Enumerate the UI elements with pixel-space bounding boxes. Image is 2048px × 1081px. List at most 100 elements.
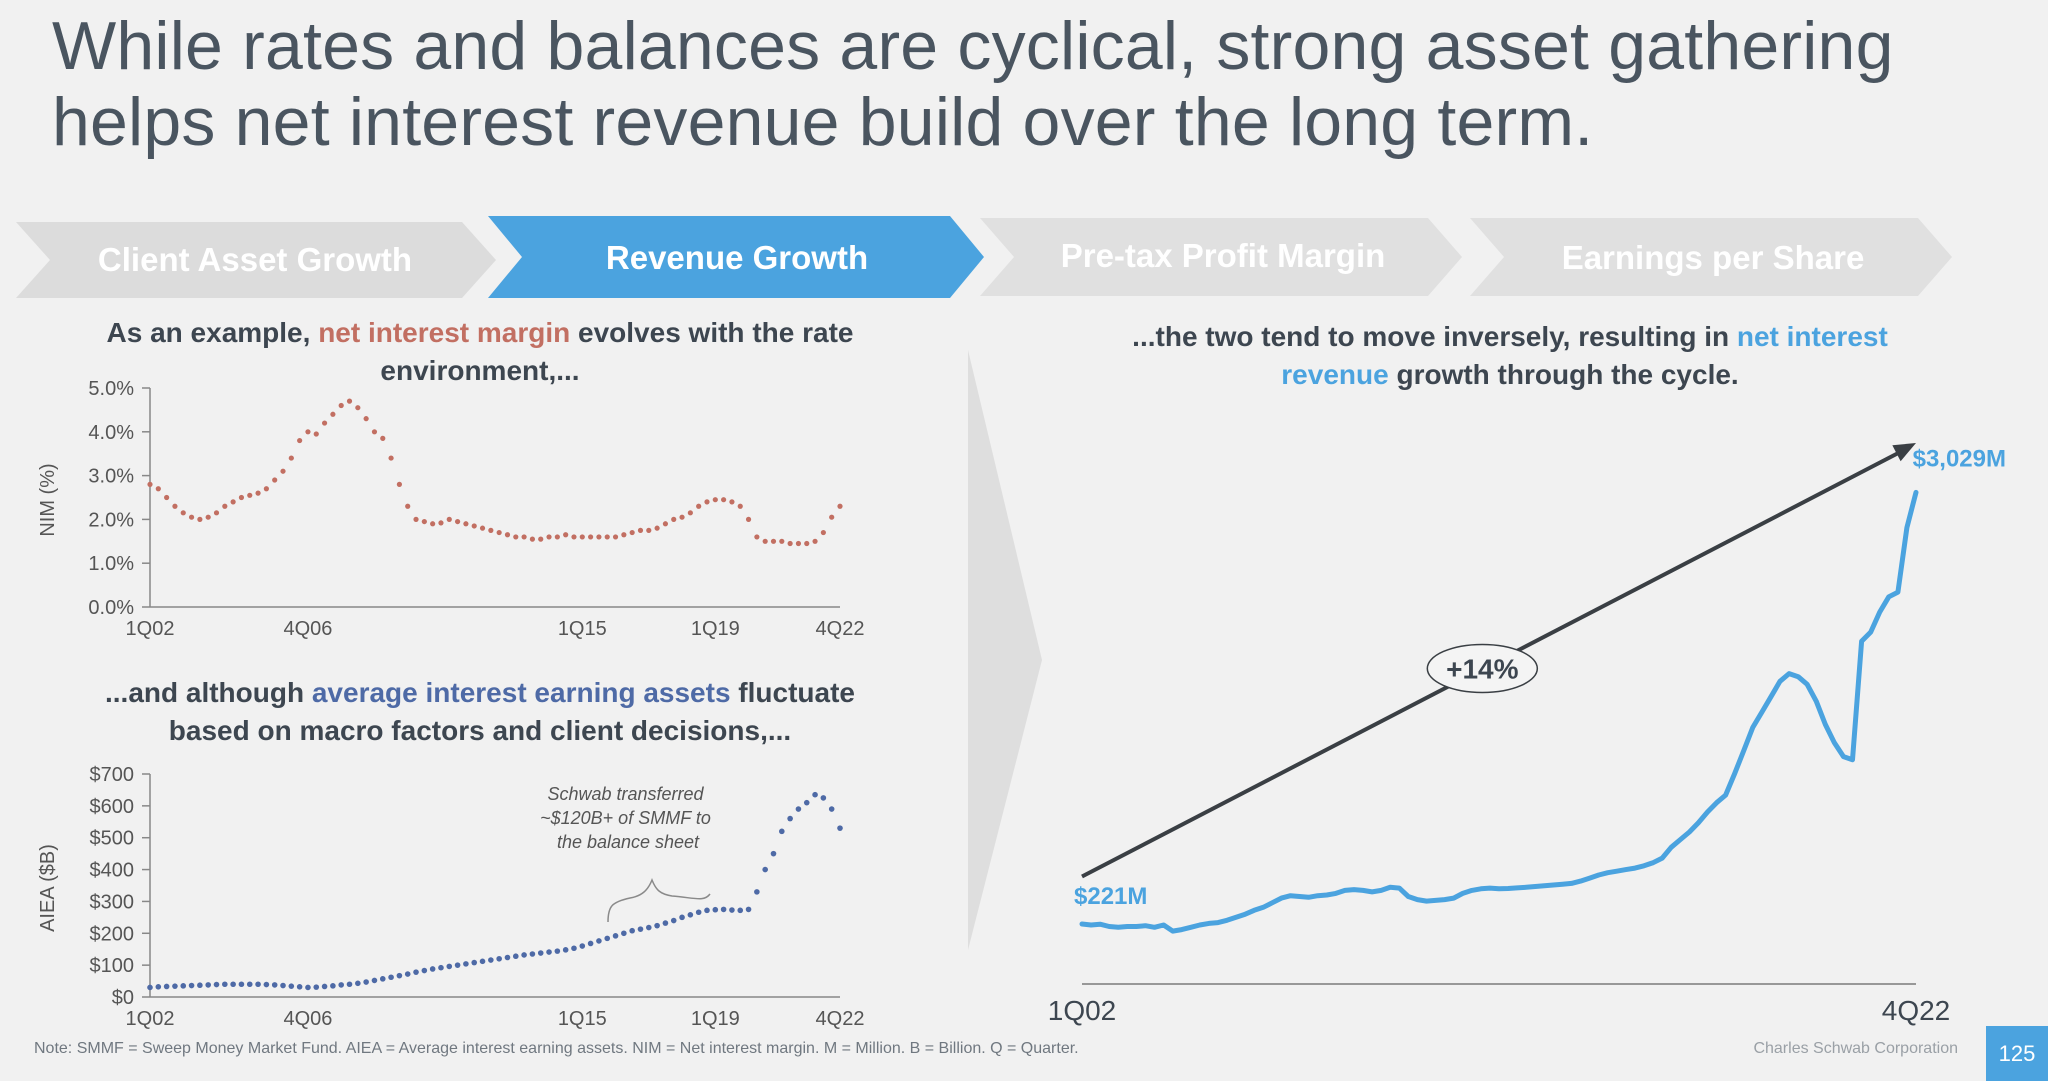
nim-data-point bbox=[579, 534, 585, 540]
nim-data-point bbox=[837, 503, 843, 509]
aiea-y-tick-label: $200 bbox=[90, 923, 135, 945]
flow-step-pre-tax-profit-margin bbox=[980, 218, 1462, 296]
nim-data-point bbox=[779, 538, 785, 544]
aiea-data-point bbox=[571, 945, 577, 952]
aiea-data-point bbox=[554, 948, 561, 954]
aiea-data-point bbox=[670, 917, 677, 924]
flow-step-client-asset-growth bbox=[16, 222, 496, 298]
annotation-line-2: ~$120B+ of SMMF to bbox=[540, 808, 711, 828]
flow-step-label-2: Revenue Growth bbox=[605, 239, 869, 276]
nim-y-tick-label: 0.0% bbox=[88, 597, 134, 619]
nir-subhead-highlight-1: net interest bbox=[1736, 321, 1888, 352]
nim-data-point bbox=[272, 477, 278, 483]
nim-x-tick-label: 4Q06 bbox=[283, 618, 332, 640]
nir-x-tick-label: 4Q22 bbox=[1882, 995, 1951, 1026]
aiea-data-point bbox=[745, 906, 752, 913]
nim-data-point bbox=[479, 525, 486, 531]
nir-series-line bbox=[1079, 489, 1919, 934]
nim-data-point bbox=[463, 521, 469, 527]
aiea-subhead: ...and although average interest earning… bbox=[50, 674, 910, 750]
nim-y-tick-label: 2.0% bbox=[88, 509, 134, 531]
aiea-data-point bbox=[388, 974, 394, 981]
footnote: Note: SMMF = Sweep Money Market Fund. AI… bbox=[34, 1040, 1079, 1057]
company-name: Charles Schwab Corporation bbox=[1753, 1040, 1958, 1057]
nim-data-point bbox=[155, 486, 161, 492]
aiea-data-point bbox=[712, 906, 719, 913]
nim-data-point bbox=[820, 529, 826, 536]
nim-data-point bbox=[563, 532, 569, 538]
aiea-data-point bbox=[355, 980, 361, 987]
nim-data-point bbox=[454, 518, 461, 525]
aiea-data-point bbox=[637, 926, 644, 932]
nim-y-tick-label: 4.0% bbox=[88, 422, 134, 444]
nir-chart: +14% $221M $3,029M 1Q02 4Q22 bbox=[1048, 443, 2006, 1026]
nim-data-point bbox=[205, 514, 211, 520]
flow-step-revenue-growth bbox=[488, 216, 984, 298]
nim-data-point bbox=[471, 523, 477, 529]
nim-data-point bbox=[829, 514, 835, 520]
aiea-data-point bbox=[205, 982, 211, 988]
aiea-data-point bbox=[737, 907, 744, 914]
nim-data-point bbox=[188, 514, 195, 520]
aiea-chart: AIEA ($B) $700 $600 $500 $400 $300 $200 $100 $0… bbox=[37, 764, 864, 1030]
nim-data-point bbox=[346, 398, 353, 404]
nim-data-point bbox=[571, 534, 577, 540]
nim-data-point bbox=[704, 499, 710, 505]
nim-data-point bbox=[405, 503, 411, 509]
nim-data-point bbox=[338, 402, 344, 409]
aiea-data-point bbox=[155, 984, 162, 990]
aiea-data-point bbox=[371, 977, 378, 984]
annotation-line-3: the balance sheet bbox=[557, 832, 700, 852]
aiea-data-point bbox=[679, 914, 685, 921]
nim-data-point bbox=[721, 497, 727, 503]
nim-subhead-prefix: As an example, bbox=[106, 317, 319, 348]
nim-data-point bbox=[621, 532, 627, 538]
nim-data-point bbox=[712, 497, 718, 503]
nim-data-point bbox=[230, 499, 236, 505]
nim-data-point bbox=[588, 534, 594, 540]
nim-data-point bbox=[629, 529, 635, 536]
flow-step-label-3: Pre-tax Profit Margin bbox=[1060, 237, 1386, 274]
nir-start-label: $221M bbox=[1074, 883, 1147, 910]
aiea-data-point bbox=[529, 951, 536, 957]
nim-data-point bbox=[147, 481, 153, 487]
aiea-y-axis-label: AIEA ($B) bbox=[37, 844, 59, 932]
aiea-data-point bbox=[621, 930, 627, 937]
page-number: 125 bbox=[1986, 1026, 2048, 1081]
nim-data-point bbox=[380, 435, 386, 441]
aiea-data-point bbox=[172, 983, 178, 989]
aiea-data-point bbox=[546, 949, 552, 955]
aiea-data-point bbox=[596, 938, 602, 944]
aiea-data-point bbox=[521, 952, 527, 958]
nim-data-point bbox=[280, 468, 286, 474]
aiea-data-point bbox=[654, 922, 660, 929]
nim-data-point bbox=[538, 536, 544, 542]
aiea-data-point bbox=[429, 966, 436, 972]
nim-data-point bbox=[388, 455, 394, 461]
aiea-subhead-suffix: fluctuate bbox=[730, 677, 855, 708]
aiea-data-point bbox=[454, 962, 461, 968]
aiea-subhead-line2: based on macro factors and client decisi… bbox=[168, 715, 792, 746]
nir-subhead: ...the two tend to move inversely, resul… bbox=[1060, 318, 1960, 394]
aiea-data-point bbox=[330, 983, 336, 989]
nim-data-point bbox=[197, 516, 203, 522]
aiea-y-tick-label: $500 bbox=[90, 828, 135, 850]
aiea-data-point bbox=[463, 961, 469, 967]
nim-data-point bbox=[737, 503, 743, 509]
aiea-data-point bbox=[496, 955, 502, 962]
nim-subhead-line2: environment,... bbox=[380, 355, 580, 386]
nim-data-point bbox=[288, 455, 294, 461]
aiea-data-point bbox=[305, 984, 311, 991]
nim-data-point bbox=[363, 416, 369, 422]
aiea-data-point bbox=[321, 983, 328, 990]
aiea-data-point bbox=[379, 976, 386, 982]
nim-data-point bbox=[371, 429, 378, 435]
nim-data-point bbox=[504, 532, 511, 538]
aiea-data-point bbox=[579, 943, 586, 949]
smmf-annotation: Schwab transferred ~$120B+ of SMMF to th… bbox=[540, 784, 711, 923]
annotation-line-1: Schwab transferred bbox=[547, 784, 704, 804]
nim-data-point bbox=[213, 510, 220, 516]
aiea-data-point bbox=[197, 982, 203, 989]
aiea-data-point bbox=[704, 907, 710, 914]
